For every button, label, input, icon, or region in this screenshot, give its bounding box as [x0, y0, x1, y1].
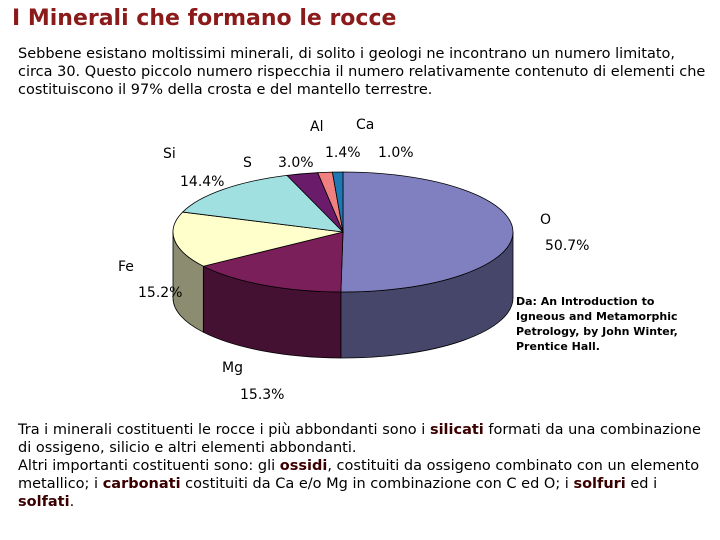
value-label: 14.4%: [180, 174, 224, 190]
slice: [340, 171, 514, 293]
keyword: solfati: [18, 494, 70, 510]
value-label: 3.0%: [278, 155, 314, 171]
text-run: Tra i minerali costituenti le rocce i pi…: [18, 422, 430, 438]
text-run: costituiti da Ca e/o Mg in combinazione …: [180, 476, 574, 492]
slice-label: O: [540, 212, 551, 228]
slice-label: Fe: [118, 259, 134, 275]
text-run: ed i: [625, 476, 658, 492]
value-label: 1.4%: [325, 145, 361, 161]
value-label: 15.3%: [240, 387, 284, 403]
text-run: , costituiti da ossigeno combinato con u…: [18, 458, 700, 492]
value-label: 1.0%: [378, 145, 414, 161]
slice: [331, 171, 344, 233]
slice-label: S: [243, 155, 252, 171]
paragraph: Altri importanti costituenti sono: gli o…: [18, 457, 708, 511]
text-run: Altri importanti costituenti sono: gli: [18, 458, 280, 474]
slice-label: Mg: [222, 360, 243, 376]
body-text: Tra i minerali costituenti le rocce i pi…: [18, 421, 708, 511]
slide-title: I Minerali che formano le rocce: [12, 6, 397, 31]
slice: [181, 174, 345, 233]
paragraph: Tra i minerali costituenti le rocce i pi…: [18, 421, 708, 457]
slice: [172, 211, 344, 267]
intro-text: Sebbene esistano moltissimi minerali, di…: [18, 46, 706, 98]
slice-label: Si: [163, 146, 176, 162]
keyword: carbonati: [102, 476, 181, 492]
keyword: solfuri: [573, 476, 626, 492]
value-label: 50.7%: [545, 238, 589, 254]
slice: [202, 231, 344, 293]
keyword: silicati: [429, 422, 484, 438]
text-run: formati da una combinazione di ossigeno,…: [18, 422, 701, 456]
slice-label: Al: [310, 119, 323, 135]
value-label: 15.2%: [138, 285, 182, 301]
text-run: .: [69, 494, 75, 510]
keyword: ossidi: [279, 458, 328, 474]
source-note: Da: An Introduction to Igneous and Metam…: [516, 295, 678, 353]
slice-label: Ca: [356, 117, 374, 133]
